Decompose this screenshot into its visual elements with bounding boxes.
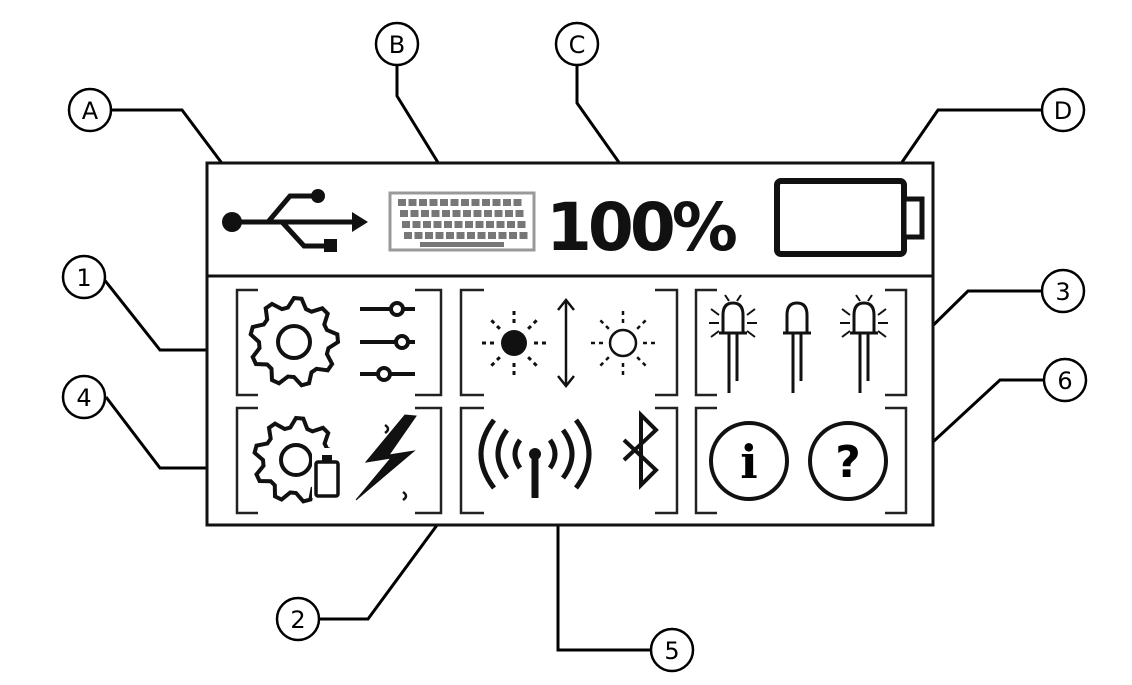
callout-c-label: C	[569, 31, 586, 59]
callout-5: 5	[649, 627, 695, 673]
help-icon: ?	[808, 421, 888, 501]
leader-lines	[101, 66, 1044, 652]
callout-a-label: A	[82, 97, 99, 125]
tile-6-frame	[694, 406, 908, 515]
up-down-arrow-icon	[557, 297, 575, 389]
callout-3-label: 3	[1055, 278, 1070, 306]
tile-1-frame	[235, 288, 443, 397]
keyboard-icon	[388, 191, 536, 252]
bluetooth-icon	[622, 410, 659, 490]
tile-2[interactable]	[478, 297, 659, 389]
sliders-icon	[360, 301, 415, 382]
callout-3: 3	[1040, 268, 1086, 314]
callout-2-label: 2	[290, 606, 305, 634]
info-icon: i	[709, 421, 789, 501]
leader-line-5	[556, 503, 650, 652]
callout-1-label: 1	[76, 264, 91, 292]
usb-icon	[222, 189, 368, 252]
tile-4[interactable]	[252, 414, 417, 504]
tile-5[interactable]	[478, 410, 659, 498]
gear-icon	[248, 295, 341, 388]
callout-b-label: B	[389, 31, 405, 59]
tile-5-frame	[459, 406, 679, 515]
led-on-icon	[709, 294, 757, 393]
info-glyph: i	[740, 435, 757, 489]
callout-2: 2	[275, 596, 321, 642]
tile-4-frame	[235, 406, 443, 515]
battery-icon	[774, 178, 925, 257]
brightness-low-icon	[587, 307, 659, 379]
callout-d-label: D	[1054, 97, 1072, 125]
leader-line-6	[906, 378, 1044, 467]
callout-c: C	[554, 21, 600, 67]
wireless-antenna-icon	[478, 418, 592, 498]
tile-6[interactable]: i ?	[709, 421, 888, 501]
callout-6: 6	[1042, 357, 1088, 403]
menu-grid	[235, 288, 908, 515]
callout-6-label: 6	[1057, 367, 1072, 395]
callout-4-label: 4	[76, 384, 91, 412]
callout-1: 1	[61, 254, 107, 300]
tile-3-frame	[694, 288, 908, 397]
lightning-icon	[355, 414, 417, 502]
callout-a: A	[67, 87, 113, 133]
led-on-icon	[840, 294, 888, 393]
callout-5-label: 5	[664, 637, 679, 665]
status-bar: 100%	[222, 178, 925, 266]
gear-battery-icon	[252, 415, 342, 504]
callout-4: 4	[61, 374, 107, 420]
callout-d: D	[1040, 87, 1086, 133]
tile-1[interactable]	[248, 295, 415, 388]
led-off-icon	[783, 301, 811, 393]
callout-b: B	[374, 21, 420, 67]
brightness-high-icon	[478, 307, 550, 379]
tile-2-frame	[459, 288, 679, 397]
tile-3[interactable]	[709, 294, 888, 393]
help-glyph: ?	[835, 437, 861, 488]
battery-percent-text: 100%	[546, 189, 737, 266]
